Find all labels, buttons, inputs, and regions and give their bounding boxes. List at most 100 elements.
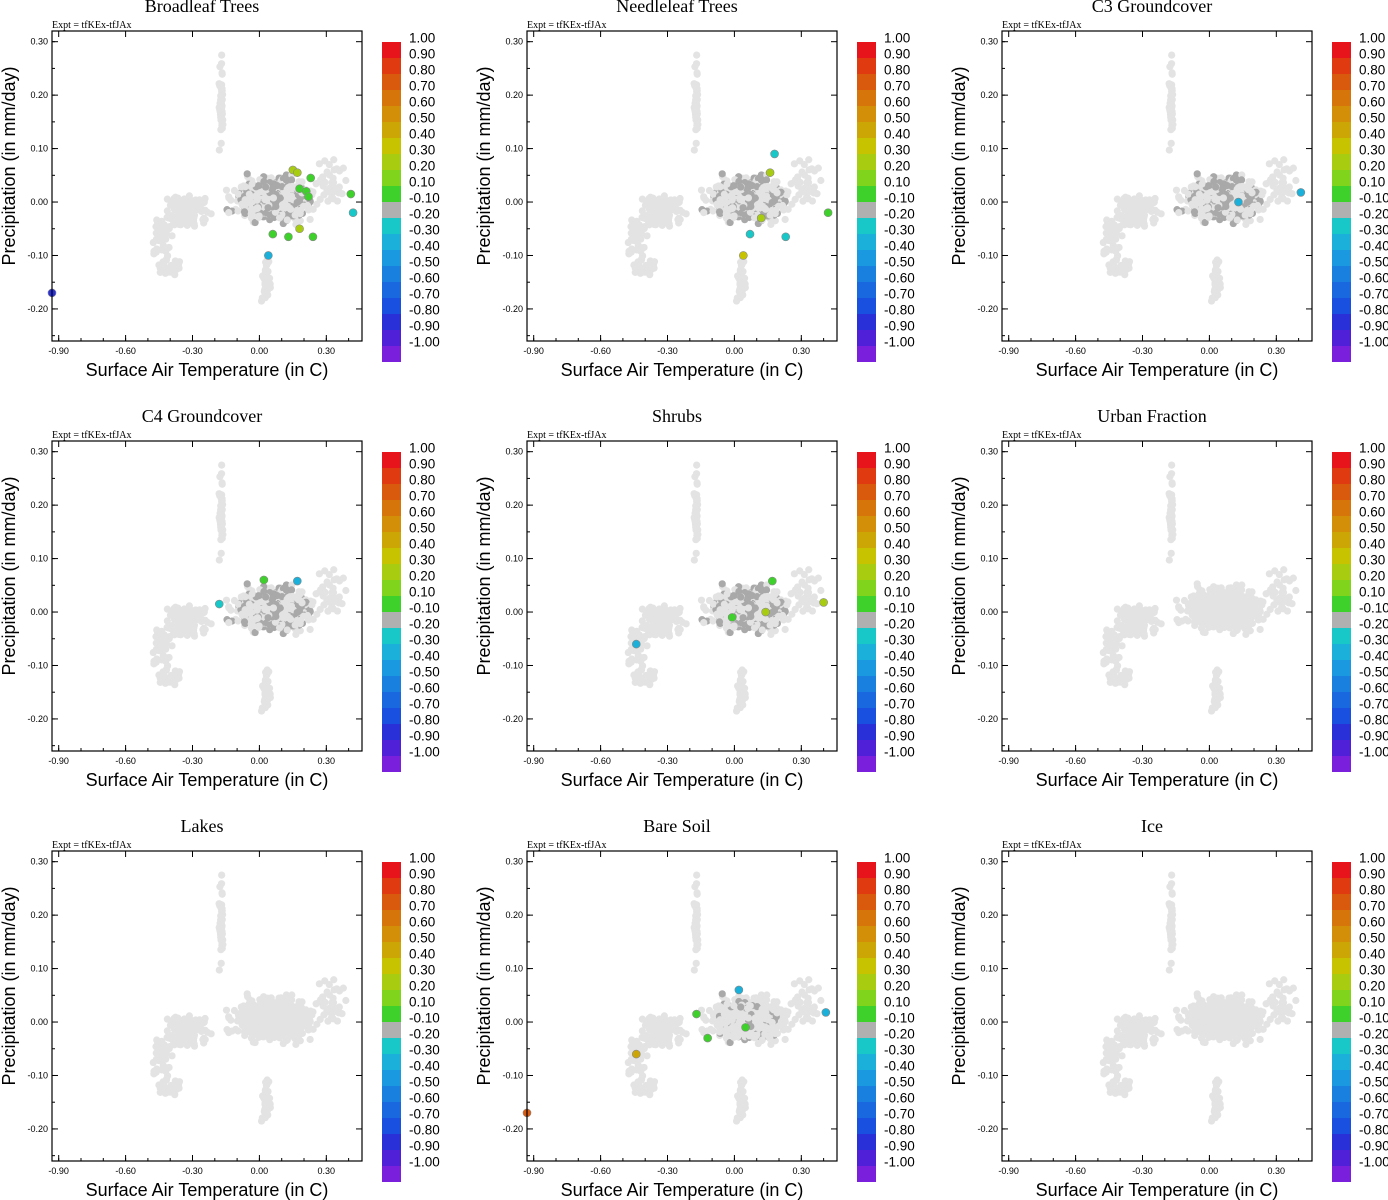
data-point (676, 215, 684, 224)
data-point (225, 604, 233, 612)
colorbar-label: 0.70 (409, 489, 435, 504)
data-point (646, 613, 654, 621)
data-point (1110, 234, 1118, 243)
data-point (329, 174, 337, 182)
data-point (643, 232, 651, 240)
data-point (264, 677, 272, 686)
data-point (728, 196, 736, 204)
data-point (234, 207, 242, 215)
colorbar-label: -0.50 (1359, 255, 1388, 270)
significant-point (819, 598, 828, 607)
data-point (648, 622, 656, 630)
colorbar-swatch (1332, 218, 1351, 234)
data-point (163, 213, 171, 222)
data-point (172, 265, 181, 274)
y-tick-label: -0.20 (27, 304, 48, 314)
data-point (761, 615, 770, 623)
colorbar-swatch (382, 106, 401, 122)
colorbar-swatch (857, 644, 876, 660)
data-point (649, 604, 657, 612)
x-tick-label: 0.30 (318, 346, 336, 356)
data-point (1112, 255, 1121, 263)
data-point (638, 207, 646, 215)
data-point (747, 612, 755, 621)
data-point (339, 574, 347, 582)
data-point (740, 258, 748, 266)
data-point (217, 113, 225, 121)
data-point (171, 257, 179, 265)
data-point (744, 604, 753, 612)
colorbar-label: 1.00 (884, 31, 910, 46)
data-point (163, 207, 171, 215)
scatter-points (47, 51, 358, 305)
colorbar-label: -0.40 (884, 239, 915, 254)
data-point (1271, 178, 1279, 186)
data-point (1168, 51, 1176, 59)
y-axis-label: Precipitation (in mm/day) (0, 66, 19, 265)
data-point (730, 212, 738, 220)
data-point (325, 184, 334, 192)
data-point (195, 196, 204, 204)
data-point (283, 216, 291, 224)
data-point (286, 605, 294, 613)
colorbar-label: 0.30 (884, 553, 910, 568)
colorbar-swatch (382, 628, 401, 644)
colorbar-label: -0.80 (884, 713, 915, 728)
data-point (790, 570, 798, 578)
colorbar-swatch (857, 74, 876, 90)
colorbar-swatch (857, 170, 876, 186)
colorbar-swatch (857, 660, 876, 676)
data-point (1166, 105, 1174, 113)
data-point (303, 611, 312, 620)
data-point (293, 608, 301, 617)
colorbar-label: 0.30 (409, 143, 435, 158)
data-point (655, 624, 664, 632)
data-point (272, 202, 280, 211)
colorbar-label: -1.00 (409, 745, 440, 760)
data-point (692, 60, 701, 68)
colorbar-label: 0.70 (884, 489, 910, 504)
data-point (330, 156, 338, 164)
colorbar-label: 0.50 (1359, 111, 1385, 126)
y-tick-label: -0.20 (502, 304, 523, 314)
data-point (736, 606, 744, 614)
y-tick-label: 0.10 (505, 554, 523, 564)
y-axis-label: Precipitation (in mm/day) (474, 476, 494, 675)
expt-label: Expt = tfKEx-tfJAx (1002, 20, 1082, 31)
data-point (693, 461, 701, 469)
data-point (1167, 85, 1175, 93)
colorbar-swatch (857, 154, 876, 170)
data-point (217, 495, 225, 503)
colorbar-label: 0.90 (1359, 47, 1385, 62)
colorbar-label: 0.60 (1359, 95, 1385, 110)
data-point (201, 215, 209, 224)
data-point (245, 190, 253, 198)
scatter-points (624, 51, 833, 305)
data-point (216, 515, 224, 523)
data-point (762, 176, 771, 184)
data-point (805, 166, 813, 174)
colorbar-swatch (857, 346, 876, 362)
colorbar-label: -0.10 (409, 601, 440, 616)
data-point (718, 170, 726, 178)
data-point (217, 139, 225, 147)
colorbar-label: -0.10 (409, 191, 440, 206)
significant-point (745, 229, 755, 239)
colorbar-swatch (1332, 330, 1351, 346)
colorbar-swatch (382, 500, 401, 516)
scatter-points (624, 461, 828, 715)
colorbar-swatch (382, 330, 401, 346)
y-tick-label: 0.30 (30, 37, 48, 47)
data-point (264, 614, 272, 622)
colorbar-label: 0.20 (884, 569, 910, 584)
data-point (1292, 176, 1300, 185)
data-point (171, 613, 179, 621)
x-tick-label: -0.30 (657, 346, 678, 356)
data-point (637, 665, 646, 673)
colorbar-label: 0.40 (1359, 127, 1385, 142)
colorbar-label: 0.90 (409, 47, 435, 62)
data-point (253, 614, 262, 622)
colorbar-swatch (857, 42, 876, 58)
